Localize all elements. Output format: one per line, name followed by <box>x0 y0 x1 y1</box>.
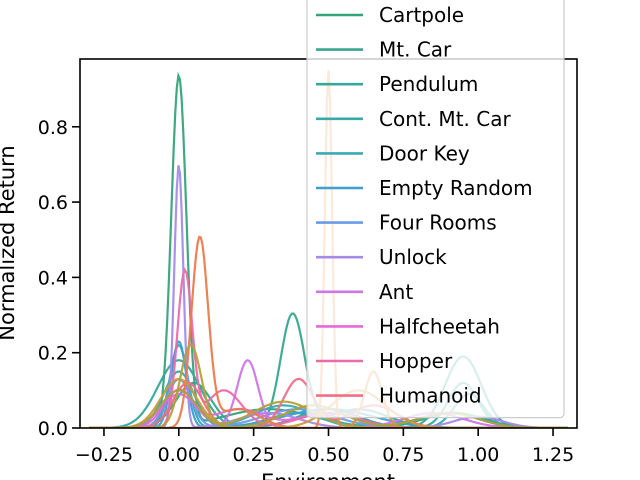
x-tick-label: 0.75 <box>382 444 424 466</box>
legend-label: Unlock <box>379 245 447 269</box>
legend-box <box>306 0 565 419</box>
x-axis-label: Environment <box>261 470 395 480</box>
legend-label: Four Rooms <box>379 211 497 235</box>
y-tick-label: 0.2 <box>38 343 68 365</box>
x-tick-label: −0.25 <box>75 444 133 466</box>
x-tick-label: 0.50 <box>307 444 349 466</box>
legend-label: Pendulum <box>379 72 478 96</box>
y-tick-label: 0.0 <box>38 418 68 440</box>
legend-label: Hopper <box>379 349 453 373</box>
legend-label: Mt. Car <box>379 38 452 62</box>
legend-label: Halfcheetah <box>379 314 500 338</box>
legend-label: Humanoid <box>379 384 482 408</box>
y-tick-label: 0.4 <box>38 267 68 289</box>
x-tick-label: 0.25 <box>232 444 274 466</box>
y-tick-label: 0.6 <box>38 192 68 214</box>
x-tick-label: 0.00 <box>158 444 200 466</box>
legend-label: Ant <box>379 280 413 304</box>
y-axis: 0.0 0.2 0.4 0.6 0.8 <box>38 117 80 440</box>
legend-label: Cont. Mt. Car <box>379 107 511 131</box>
legend-label: Cartpole <box>379 3 464 27</box>
legend-label: Empty Random <box>379 176 533 200</box>
y-axis-label: Normalized Return <box>0 145 19 340</box>
y-tick-label: 0.8 <box>38 117 68 139</box>
x-tick-label: 1.25 <box>532 444 574 466</box>
x-axis: −0.25 0.00 0.25 0.50 0.75 1.00 1.25 <box>75 428 574 466</box>
series-line <box>89 343 568 428</box>
legend-label: Door Key <box>379 141 470 165</box>
x-tick-label: 1.00 <box>457 444 499 466</box>
legend: Cartpole Mt. Car Pendulum Cont. Mt. Car Door… <box>306 0 565 419</box>
